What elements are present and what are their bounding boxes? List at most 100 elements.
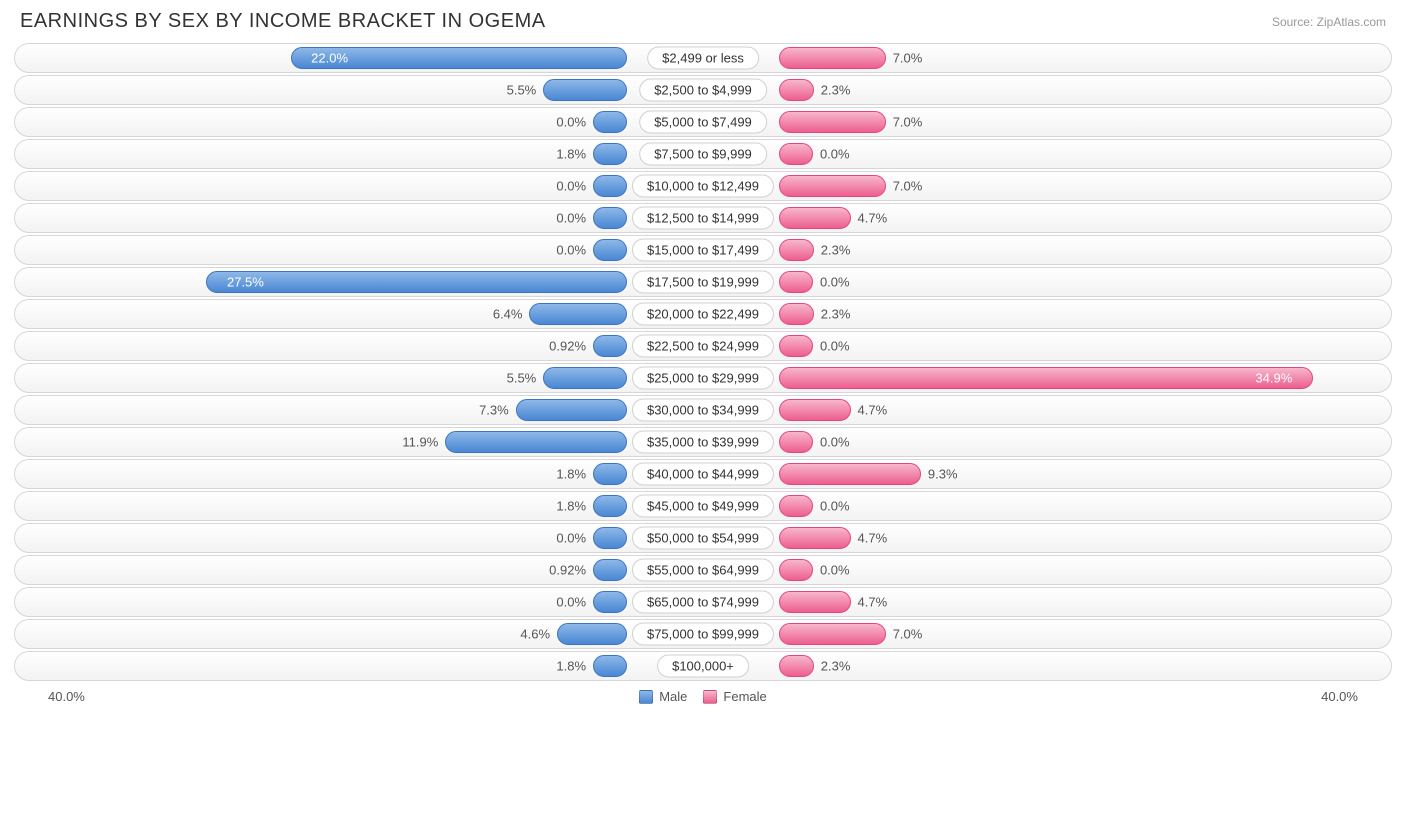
female-bar	[779, 175, 886, 197]
chart-row: 5.5%2.3%$2,500 to $4,999	[14, 75, 1392, 105]
chart-row: 4.6%7.0%$75,000 to $99,999	[14, 619, 1392, 649]
female-pct-label: 4.7%	[858, 211, 888, 226]
female-bar	[779, 207, 851, 229]
male-bar	[543, 367, 627, 389]
row-track: 1.8% 0.0% $45,000 to $49,999	[14, 491, 1392, 521]
chart-row: 0.92%0.0%$55,000 to $64,999	[14, 555, 1392, 585]
chart-row: 5.5%34.9%$25,000 to $29,999	[14, 363, 1392, 393]
female-pct-label: 0.0%	[820, 339, 850, 354]
female-bar	[779, 47, 886, 69]
male-pct-label: 0.0%	[556, 531, 586, 546]
header: EARNINGS BY SEX BY INCOME BRACKET IN OGE…	[0, 0, 1406, 37]
female-pct-label: 4.7%	[858, 403, 888, 418]
female-pct-label: 0.0%	[820, 435, 850, 450]
male-bar	[593, 175, 627, 197]
male-pct-label: 1.8%	[556, 467, 586, 482]
bracket-label: $17,500 to $19,999	[632, 271, 774, 294]
female-pct-label: 0.0%	[820, 563, 850, 578]
female-bar	[779, 463, 921, 485]
male-bar	[593, 591, 627, 613]
legend-female-label: Female	[723, 689, 766, 704]
row-track: 1.8%2.3%$100,000+	[14, 651, 1392, 681]
male-bar	[593, 655, 627, 677]
row-track: 0.0%7.0%$5,000 to $7,499	[14, 107, 1392, 137]
chart-row: 0.92%0.0%$22,500 to $24,999	[14, 331, 1392, 361]
male-pct-label: 0.0%	[556, 211, 586, 226]
female-pct-label: 0.0%	[820, 499, 850, 514]
row-track: 11.9% 0.0% $35,000 to $39,999	[14, 427, 1392, 457]
chart-row: 6.4%2.3%$20,000 to $22,499	[14, 299, 1392, 329]
row-track: 27.5% 0.0% $17,500 to $19,999	[14, 267, 1392, 297]
footer: 40.0% Male Female 40.0%	[0, 683, 1406, 704]
bracket-label: $5,000 to $7,499	[639, 111, 767, 134]
row-track: 22.0%7.0%$2,499 or less	[14, 43, 1392, 73]
male-pct-label: 0.0%	[556, 243, 586, 258]
female-pct-label: 0.0%	[820, 147, 850, 162]
female-bar	[779, 431, 813, 453]
chart-row: 1.8%0.0%$7,500 to $9,999	[14, 139, 1392, 169]
row-track: 1.8%0.0%$7,500 to $9,999	[14, 139, 1392, 169]
male-bar	[593, 463, 627, 485]
female-pct-label: 0.0%	[820, 275, 850, 290]
bracket-label: $20,000 to $22,499	[632, 303, 774, 326]
bracket-label: $12,500 to $14,999	[632, 207, 774, 230]
row-track: 1.8% 9.3% $40,000 to $44,999	[14, 459, 1392, 489]
male-bar	[593, 495, 627, 517]
male-bar	[593, 527, 627, 549]
female-pct-label: 7.0%	[893, 627, 923, 642]
bracket-label: $75,000 to $99,999	[632, 623, 774, 646]
chart-row: 0.0% 4.7% $12,500 to $14,999	[14, 203, 1392, 233]
chart-title: EARNINGS BY SEX BY INCOME BRACKET IN OGE…	[20, 10, 546, 33]
male-pct-label: 5.5%	[507, 371, 537, 386]
male-bar	[593, 335, 627, 357]
row-track: 0.0% 2.3% $15,000 to $17,499	[14, 235, 1392, 265]
male-pct-label: 0.0%	[556, 595, 586, 610]
male-pct-label: 0.0%	[556, 179, 586, 194]
female-pct-label: 2.3%	[821, 83, 851, 98]
chart-row: 11.9% 0.0% $35,000 to $39,999	[14, 427, 1392, 457]
bracket-label: $10,000 to $12,499	[632, 175, 774, 198]
bracket-label: $15,000 to $17,499	[632, 239, 774, 262]
axis-max-right: 40.0%	[1321, 689, 1358, 704]
male-bar	[593, 143, 627, 165]
male-pct-label: 0.92%	[549, 563, 586, 578]
bracket-label: $22,500 to $24,999	[632, 335, 774, 358]
row-track: 0.0%7.0%$10,000 to $12,499	[14, 171, 1392, 201]
male-bar	[593, 111, 627, 133]
row-track: 0.0% 4.7% $12,500 to $14,999	[14, 203, 1392, 233]
female-pct-label: 2.3%	[821, 243, 851, 258]
male-pct-label: 1.8%	[556, 499, 586, 514]
female-bar	[779, 655, 814, 677]
female-swatch-icon	[703, 690, 717, 704]
chart-row: 0.0% 4.7% $65,000 to $74,999	[14, 587, 1392, 617]
chart-row: 27.5% 0.0% $17,500 to $19,999	[14, 267, 1392, 297]
male-bar	[529, 303, 627, 325]
female-pct-label: 4.7%	[858, 531, 888, 546]
female-bar	[779, 495, 813, 517]
bracket-label: $45,000 to $49,999	[632, 495, 774, 518]
male-pct-label: 11.9%	[402, 435, 438, 450]
chart-row: 1.8% 9.3% $40,000 to $44,999	[14, 459, 1392, 489]
female-pct-label: 2.3%	[821, 659, 851, 674]
chart-row: 0.0%4.7%$50,000 to $54,999	[14, 523, 1392, 553]
chart-row: 0.0% 2.3% $15,000 to $17,499	[14, 235, 1392, 265]
chart-row: 7.3%4.7%$30,000 to $34,999	[14, 395, 1392, 425]
female-bar	[779, 591, 851, 613]
chart-row: 0.0%7.0%$5,000 to $7,499	[14, 107, 1392, 137]
row-track: 0.92%0.0%$22,500 to $24,999	[14, 331, 1392, 361]
female-pct-label: 2.3%	[821, 307, 851, 322]
female-bar	[779, 271, 813, 293]
bracket-label: $35,000 to $39,999	[632, 431, 774, 454]
male-pct-label: 0.0%	[556, 115, 586, 130]
row-track: 5.5%34.9%$25,000 to $29,999	[14, 363, 1392, 393]
female-bar	[779, 399, 851, 421]
bracket-label: $40,000 to $44,999	[632, 463, 774, 486]
chart-row: 22.0%7.0%$2,499 or less	[14, 43, 1392, 73]
male-bar	[593, 207, 627, 229]
female-bar	[779, 559, 813, 581]
male-pct-label: 27.5%	[227, 275, 264, 290]
female-bar	[779, 335, 813, 357]
female-pct-label: 9.3%	[928, 467, 958, 482]
female-pct-label: 4.7%	[858, 595, 888, 610]
bracket-label: $65,000 to $74,999	[632, 591, 774, 614]
